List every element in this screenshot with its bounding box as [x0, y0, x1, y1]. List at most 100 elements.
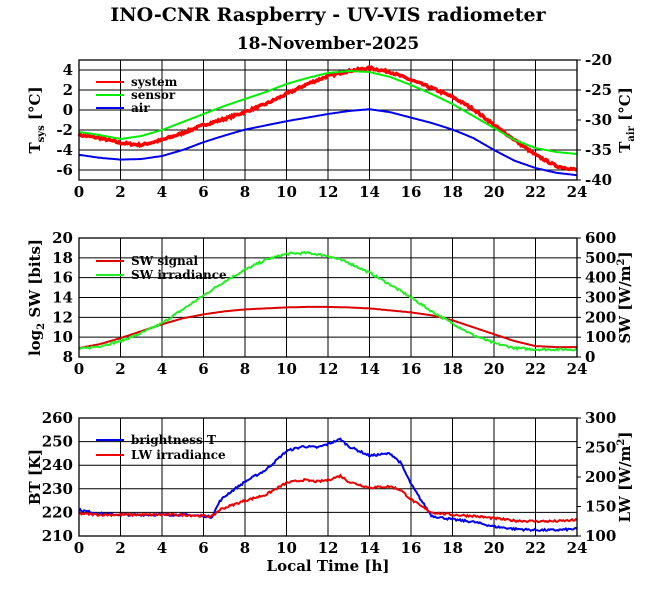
- x-tick-label: 16: [401, 183, 422, 201]
- x-tick-label: 4: [157, 539, 167, 557]
- y-left-tick-label: 8: [63, 348, 73, 366]
- y-right-tick-label: 500: [585, 249, 616, 267]
- x-tick-label: 20: [484, 539, 505, 557]
- x-tick-label: 10: [276, 539, 297, 557]
- plot-frame: [78, 237, 578, 358]
- x-tick-label: 8: [240, 539, 250, 557]
- y-right-tick-label: 300: [585, 409, 616, 427]
- x-tick-label: 6: [198, 539, 208, 557]
- legend-label: system: [131, 75, 178, 89]
- x-tick-label: 18: [442, 539, 463, 557]
- figure-title: INO-CNR Raspberry - UV-VIS radiometer: [110, 4, 546, 26]
- series-lw-irradiance: [78, 473, 578, 524]
- x-tick-label: 4: [157, 183, 167, 201]
- y-right-tick-label: -40: [585, 171, 612, 189]
- x-tick-label: 2: [115, 539, 125, 557]
- x-tick-label: 22: [525, 360, 546, 378]
- x-tick-label: 2: [115, 360, 125, 378]
- y-left-tick-label: 4: [63, 61, 73, 79]
- x-tick-label: 24: [567, 539, 588, 557]
- chart-sw: 0 2 4 6 8 10 12 14 16 18 20 22 248101214161820010020…: [26, 229, 634, 378]
- x-tick-label: 0: [74, 539, 84, 557]
- x-tick-label: 2: [115, 183, 125, 201]
- y-right-tick-label: -35: [585, 141, 612, 159]
- y-left-tick-label: 220: [42, 503, 73, 521]
- x-tick-label: 0: [74, 360, 84, 378]
- x-tick-label: 12: [318, 183, 339, 201]
- y-left-tick-label: 10: [52, 328, 73, 346]
- y-right-tick-label: 200: [585, 468, 616, 486]
- x-tick-label: 22: [525, 183, 546, 201]
- y-left-tick-label: -6: [56, 161, 73, 179]
- x-tick-label: 8: [240, 360, 250, 378]
- y-right-tick-label: 400: [585, 269, 616, 287]
- y-right-tick-label: 600: [585, 229, 616, 247]
- x-tick-label: 14: [359, 360, 380, 378]
- chart-panels: 0 2 4 6 8 10 12 14 16 18 20 22 24-6-4-2024-40-35-30-…: [26, 51, 637, 575]
- legend-label: brightness T: [131, 433, 216, 447]
- legend-label: sensor: [131, 88, 176, 102]
- y-right-tick-label: 250: [585, 439, 616, 457]
- x-tick-label: 14: [359, 539, 380, 557]
- x-tick-label: 22: [525, 539, 546, 557]
- x-tick-label: 12: [318, 360, 339, 378]
- x-tick-label: 18: [442, 183, 463, 201]
- y-left-tick-label: 20: [52, 229, 73, 247]
- x-axis-label: Local Time [h]: [267, 557, 390, 575]
- x-tick-label: 0: [74, 183, 84, 201]
- x-tick-label: 16: [401, 539, 422, 557]
- y-left-tick-label: 2: [63, 81, 73, 99]
- y-right-tick-label: 0: [585, 348, 595, 366]
- series-air: [78, 108, 578, 177]
- y-right-tick-label: 100: [585, 328, 616, 346]
- series-sw-signal: [78, 305, 577, 350]
- plot-frame: [78, 417, 578, 537]
- series-system: [77, 64, 578, 172]
- y-right-tick-label: -25: [585, 81, 612, 99]
- y-right-label: SW [W/m2]: [616, 251, 634, 343]
- y-left-label: BT [K]: [26, 449, 44, 505]
- legend-label: LW irradiance: [131, 448, 226, 462]
- y-left-tick-label: 210: [42, 527, 73, 545]
- y-right-tick-label: 200: [585, 308, 616, 326]
- y-right-tick-label: -30: [585, 111, 612, 129]
- series-sensor: [78, 69, 578, 155]
- chart-bt: 0 2 4 6 8 10 12 14 16 18 20 22 242102202302402502601…: [26, 409, 634, 575]
- x-tick-label: 24: [567, 183, 588, 201]
- x-tick-label: 6: [198, 183, 208, 201]
- y-left-tick-label: 14: [52, 289, 73, 307]
- y-left-tick-label: 16: [52, 269, 73, 287]
- y-left-tick-label: 18: [52, 249, 73, 267]
- x-tick-label: 8: [240, 183, 250, 201]
- figure-date: 18-November-2025: [237, 34, 419, 54]
- chart-temp: 0 2 4 6 8 10 12 14 16 18 20 22 24-6-4-2024-40-35-30-…: [26, 51, 637, 201]
- y-left-label: Tsys [°C]: [26, 86, 47, 153]
- y-right-tick-label: 100: [585, 527, 616, 545]
- y-left-label: log2 SW [bits]: [26, 239, 47, 356]
- y-left-tick-label: -2: [56, 121, 73, 139]
- x-tick-label: 4: [157, 360, 167, 378]
- y-left-tick-label: 230: [42, 480, 73, 498]
- x-tick-label: 18: [442, 360, 463, 378]
- x-tick-label: 16: [401, 360, 422, 378]
- y-left-tick-label: 0: [63, 101, 73, 119]
- plot-frame: [78, 59, 578, 181]
- y-right-label: LW [W/m2]: [616, 432, 634, 523]
- y-right-label: Tair [°C]: [616, 87, 637, 153]
- x-tick-label: 6: [198, 360, 208, 378]
- y-left-tick-label: -4: [56, 141, 73, 159]
- y-right-tick-label: -20: [585, 51, 612, 69]
- series-sw-irradiance: [78, 250, 578, 352]
- x-tick-label: 12: [318, 539, 339, 557]
- x-tick-label: 10: [276, 183, 297, 201]
- y-left-tick-label: 250: [42, 433, 73, 451]
- x-tick-label: 20: [484, 183, 505, 201]
- y-left-tick-label: 12: [52, 308, 73, 326]
- x-tick-label: 20: [484, 360, 505, 378]
- legend-label: SW signal: [131, 254, 199, 268]
- x-tick-label: 14: [359, 183, 380, 201]
- x-tick-label: 24: [567, 360, 588, 378]
- y-left-tick-label: 240: [42, 456, 73, 474]
- legend-label: SW irradiance: [131, 268, 227, 282]
